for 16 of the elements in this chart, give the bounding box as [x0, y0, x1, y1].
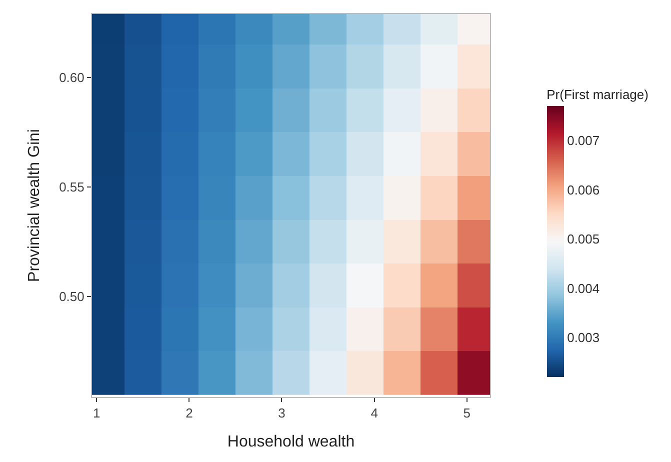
- color-bar-label: 0.007: [567, 133, 600, 148]
- x-tick-label: 3: [278, 406, 286, 421]
- y-axis-title: Provincial wealth Gini: [26, 129, 43, 282]
- x-axis-title: Household wealth: [227, 433, 355, 450]
- y-tick-label: 0.50: [59, 288, 84, 304]
- color-bar-title: Pr(First marriage): [546, 86, 648, 102]
- color-bar-label: 0.003: [567, 330, 600, 346]
- y-tick-label: 0.60: [59, 70, 84, 86]
- x-tick-label: 4: [370, 406, 378, 421]
- color-bar-label: 0.004: [567, 280, 600, 296]
- x-tick-label: 5: [463, 406, 470, 421]
- color-bar-label: 0.005: [567, 232, 600, 247]
- x-tick-label: 2: [186, 406, 193, 421]
- x-tick-label: 1: [93, 406, 100, 421]
- y-tick-label: 0.55: [59, 179, 84, 194]
- color-bar-label: 0.006: [567, 182, 600, 198]
